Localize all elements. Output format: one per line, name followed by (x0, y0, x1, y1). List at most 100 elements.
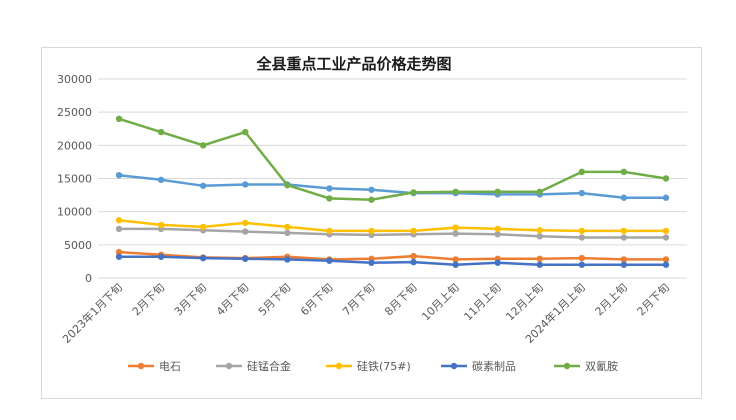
data-point (199, 223, 207, 231)
x-tick-label: 12月上旬 (503, 281, 545, 323)
data-point (157, 221, 165, 229)
data-point (284, 229, 291, 237)
data-point (452, 188, 459, 195)
data-point (452, 256, 459, 263)
data-point (326, 195, 333, 202)
legend: 电石 硅锰合金 硅铁(75#) 碳素制品 双氰胺 (128, 359, 618, 373)
data-point (494, 259, 501, 266)
legend-swatch-marker (563, 362, 571, 370)
legend-label: 双氰胺 (585, 359, 618, 373)
series-4 (115, 115, 670, 203)
data-point (242, 128, 249, 136)
x-tick-label: 5月下旬 (256, 281, 293, 318)
data-point (662, 194, 670, 201)
data-point (578, 227, 586, 235)
x-axis: 2023年1月下旬 2月下旬 3月下旬 4月下旬 5月下旬 6月下旬 7月下旬 8月下旬 10月… (59, 280, 672, 346)
data-point (115, 248, 123, 256)
data-point (368, 196, 375, 203)
data-point (242, 228, 249, 235)
data-point (452, 224, 459, 231)
x-tick-label: 4月下旬 (214, 281, 251, 318)
data-point (662, 261, 670, 268)
y-tick-label: 25000 (57, 106, 92, 119)
y-tick-label: 30000 (57, 73, 92, 86)
series-0 (115, 248, 670, 263)
y-tick-label: 5000 (64, 239, 92, 252)
series-line (117, 117, 668, 201)
data-point (494, 231, 501, 238)
data-point (494, 188, 501, 195)
chart-title: 全县重点工业产品价格走势图 (255, 55, 451, 73)
data-point (536, 233, 543, 240)
data-point (410, 227, 417, 235)
legend-item: 硅锰合金 (216, 359, 291, 373)
x-tick-label: 2月上旬 (593, 281, 630, 318)
x-tick-label: 10月上旬 (419, 281, 461, 323)
data-point (368, 186, 375, 193)
data-point (242, 219, 249, 227)
legend-swatch-marker (450, 362, 458, 370)
data-point (536, 255, 543, 262)
legend-label: 硅锰合金 (247, 359, 291, 373)
data-point (115, 115, 123, 123)
x-tick-label: 8月下旬 (382, 281, 419, 318)
x-tick-label: 11月上旬 (461, 281, 503, 323)
data-point (199, 142, 207, 149)
y-tick-label: 15000 (57, 173, 92, 186)
data-point (115, 217, 123, 224)
data-point (536, 188, 543, 195)
data-point (368, 259, 375, 266)
legend-item: 碳素制品 (441, 359, 516, 373)
data-point (326, 227, 333, 235)
data-point (115, 171, 123, 179)
data-point (578, 254, 586, 262)
series-3 (115, 253, 670, 268)
x-tick-label: 6月下旬 (298, 281, 335, 318)
y-axis: 0 5000 10000 15000 20000 25000 30000 (57, 73, 92, 285)
data-point (157, 128, 165, 136)
data-point (284, 223, 291, 231)
data-point (494, 225, 501, 233)
data-point (662, 227, 670, 235)
x-tick-label: 2023年1月下旬 (59, 280, 125, 346)
data-point (662, 175, 670, 182)
data-point (410, 252, 417, 260)
data-point (115, 253, 123, 260)
data-point (242, 255, 249, 262)
legend-swatch-marker (335, 362, 343, 370)
x-tick-label: 3月下旬 (172, 281, 209, 318)
gridlines (98, 78, 687, 279)
y-tick-label: 10000 (57, 206, 92, 219)
data-point (620, 168, 628, 176)
data-point (157, 176, 165, 184)
data-point (620, 261, 628, 268)
data-point (662, 256, 670, 263)
data-point (578, 168, 586, 176)
data-point (536, 261, 543, 268)
legend-item: 双氰胺 (554, 359, 618, 373)
data-point (199, 182, 207, 189)
x-tick-label: 7月下旬 (340, 281, 377, 318)
data-point (620, 227, 628, 235)
data-point (620, 256, 628, 263)
data-point (115, 225, 123, 233)
series-line (117, 255, 668, 266)
legend-swatch-marker (137, 362, 145, 370)
legend-label: 硅铁(75#) (357, 360, 411, 373)
data-point (368, 227, 375, 235)
legend-swatch-marker (225, 362, 233, 370)
data-point (157, 253, 165, 260)
legend-item: 硅铁(75#) (326, 360, 411, 373)
data-point (284, 256, 291, 263)
x-tick-label: 2月下旬 (130, 281, 167, 318)
series-line (117, 219, 668, 233)
data-point (578, 261, 586, 268)
series-1 (115, 225, 670, 241)
legend-item: 电石 (128, 360, 181, 373)
data-point (326, 257, 333, 264)
x-tick-label: 2月下旬 (635, 281, 672, 318)
legend-label: 电石 (159, 360, 181, 373)
y-tick-label: 20000 (57, 139, 92, 152)
data-point (662, 234, 670, 241)
